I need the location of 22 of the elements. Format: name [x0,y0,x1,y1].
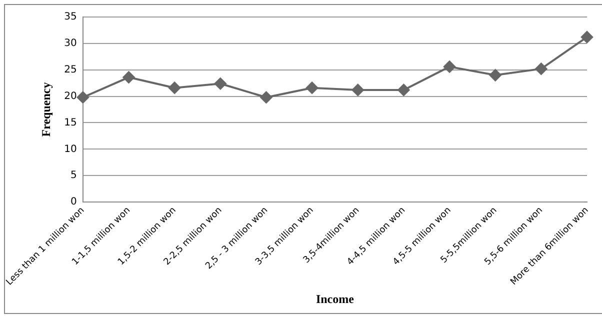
point [122,71,135,84]
x-axis-title: Income [316,292,355,306]
point [535,62,548,75]
y-tick-label: 5 [70,170,77,182]
point [444,60,456,73]
y-tick-label: 25 [64,64,77,76]
point [76,91,89,104]
point [214,78,226,90]
point [352,84,364,96]
point [489,69,502,82]
y-tick-label: 15 [64,117,77,128]
point [306,82,318,94]
point [168,82,181,94]
point [260,91,272,104]
point [398,84,410,96]
y-tick-label: 10 [64,144,77,155]
y-tick-label: 35 [64,12,77,23]
y-tick-label: 30 [64,38,77,50]
point [581,31,593,44]
y-tick-label: 20 [64,90,77,102]
y-tick-label: 0 [70,196,77,208]
y-axis-title: Frequency [39,82,54,137]
